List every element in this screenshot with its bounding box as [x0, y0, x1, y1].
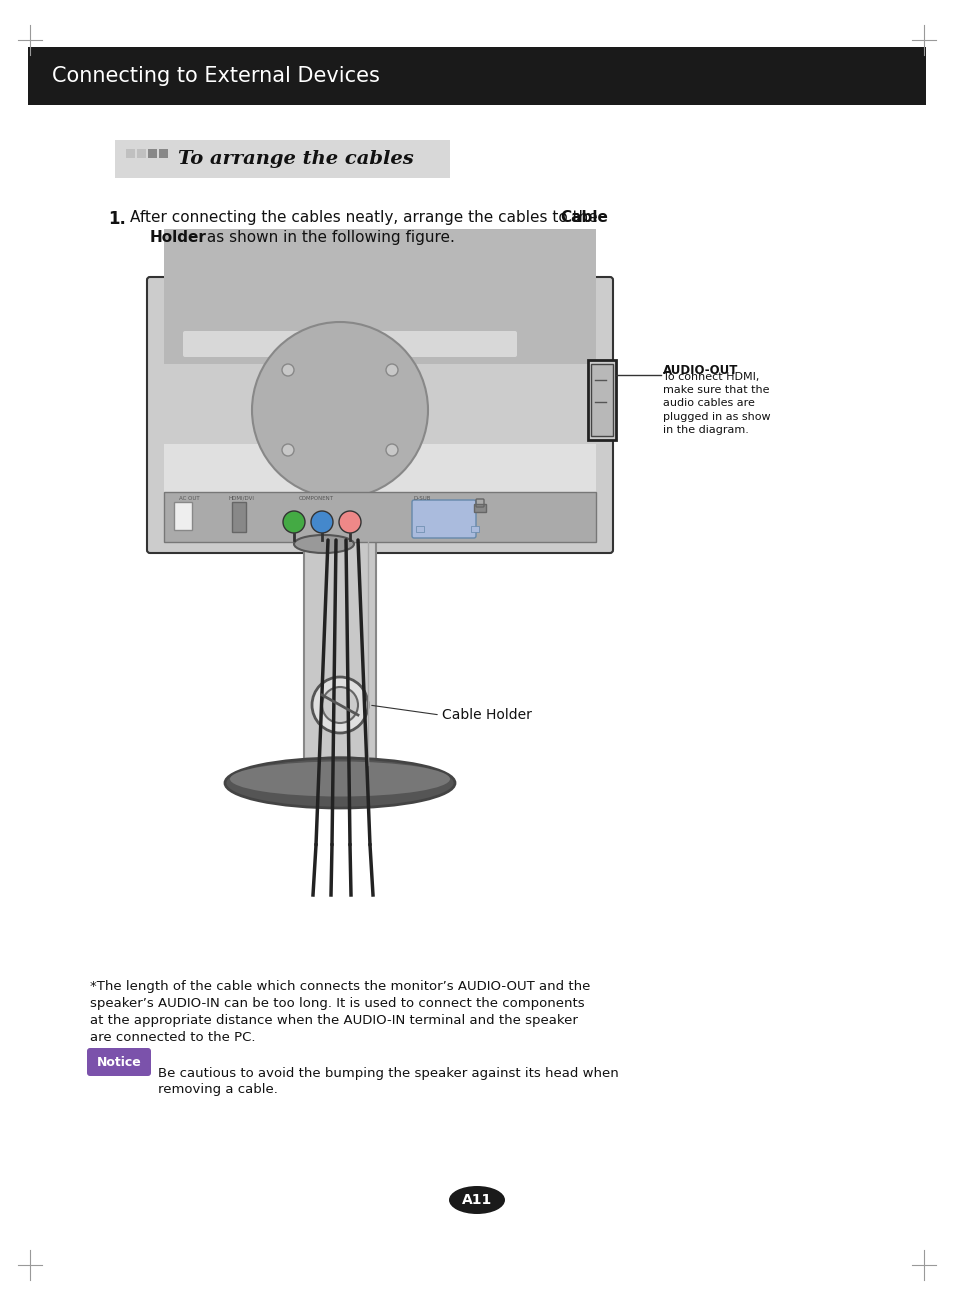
- Bar: [164, 228, 596, 364]
- Text: After connecting the cables neatly, arrange the cables to the: After connecting the cables neatly, arra…: [130, 210, 602, 224]
- FancyBboxPatch shape: [183, 331, 517, 358]
- Text: D-SUB: D-SUB: [414, 496, 431, 501]
- Text: as shown in the following figure.: as shown in the following figure.: [202, 230, 455, 245]
- Bar: [164, 492, 596, 542]
- Circle shape: [283, 512, 305, 532]
- FancyBboxPatch shape: [412, 500, 476, 538]
- Text: Cable: Cable: [559, 210, 607, 224]
- Ellipse shape: [304, 527, 375, 543]
- Ellipse shape: [230, 762, 450, 796]
- Bar: [587, 360, 616, 440]
- Bar: [115, 140, 450, 177]
- Text: at the appropriate distance when the AUDIO-IN terminal and the speaker: at the appropriate distance when the AUD…: [90, 1014, 578, 1027]
- Text: 1.: 1.: [108, 210, 126, 228]
- Text: AUDIO-OUT: AUDIO-OUT: [662, 364, 738, 377]
- Bar: [164, 444, 596, 534]
- Ellipse shape: [294, 535, 354, 553]
- Bar: [471, 526, 478, 532]
- Bar: [590, 364, 613, 436]
- Text: To connect HDMI,
make sure that the
audio cables are
plugged in as show
in the d: To connect HDMI, make sure that the audi…: [662, 372, 770, 435]
- Text: Holder: Holder: [150, 230, 207, 245]
- Text: removing a cable.: removing a cable.: [158, 1083, 277, 1096]
- Bar: [126, 149, 135, 158]
- Ellipse shape: [225, 758, 455, 808]
- Text: A11: A11: [461, 1193, 492, 1207]
- Bar: [416, 526, 423, 532]
- Bar: [28, 47, 925, 104]
- Ellipse shape: [304, 757, 375, 773]
- Text: Connecting to External Devices: Connecting to External Devices: [52, 67, 379, 86]
- Text: speaker’s AUDIO-IN can be too long. It is used to connect the components: speaker’s AUDIO-IN can be too long. It i…: [90, 997, 584, 1010]
- Circle shape: [282, 444, 294, 455]
- Circle shape: [386, 444, 397, 455]
- Bar: [304, 535, 375, 765]
- Text: Notice: Notice: [96, 1056, 141, 1069]
- Circle shape: [322, 686, 357, 723]
- Bar: [137, 149, 146, 158]
- Text: Be cautious to avoid the bumping the speaker against its head when: Be cautious to avoid the bumping the spe…: [158, 1067, 618, 1081]
- Circle shape: [311, 512, 333, 532]
- Circle shape: [252, 322, 428, 499]
- Text: are connected to the PC.: are connected to the PC.: [90, 1031, 255, 1044]
- Text: AC OUT: AC OUT: [179, 496, 199, 501]
- Circle shape: [338, 512, 360, 532]
- Bar: [474, 504, 485, 512]
- Text: HDMI/DVI: HDMI/DVI: [229, 496, 254, 501]
- Text: COMPONENT: COMPONENT: [298, 496, 334, 501]
- Text: To arrange the cables: To arrange the cables: [178, 150, 414, 168]
- Circle shape: [282, 364, 294, 376]
- Bar: [173, 502, 192, 530]
- Text: *The length of the cable which connects the monitor’s AUDIO-OUT and the: *The length of the cable which connects …: [90, 980, 590, 993]
- Circle shape: [386, 364, 397, 376]
- FancyBboxPatch shape: [147, 277, 613, 553]
- Bar: [159, 149, 168, 158]
- Circle shape: [312, 677, 368, 733]
- Bar: [232, 502, 246, 532]
- Bar: [148, 149, 157, 158]
- Text: Cable Holder: Cable Holder: [441, 709, 532, 722]
- Ellipse shape: [449, 1186, 504, 1214]
- FancyBboxPatch shape: [87, 1048, 151, 1077]
